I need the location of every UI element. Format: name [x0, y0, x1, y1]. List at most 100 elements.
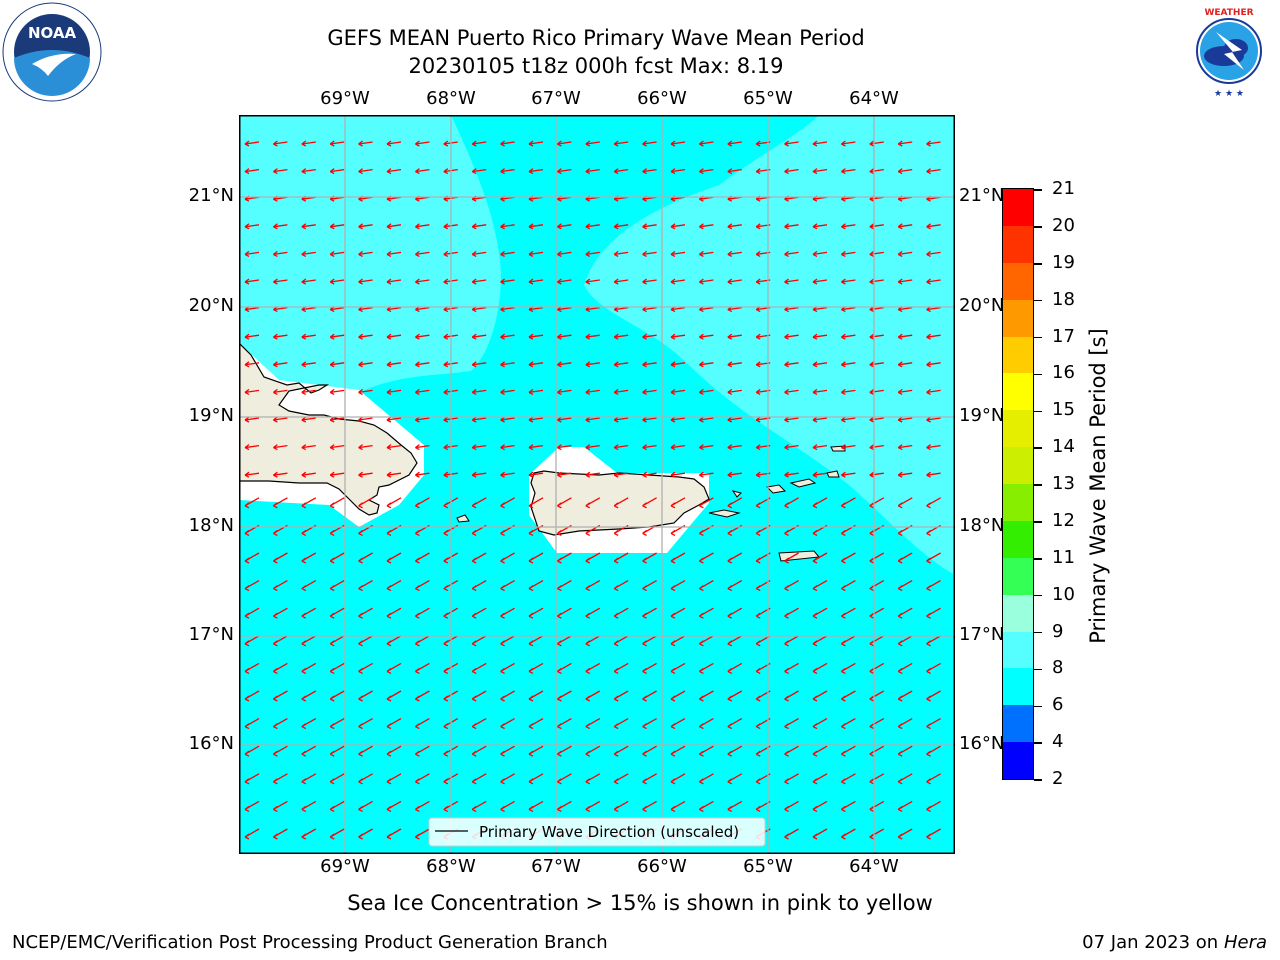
wave-arrow [784, 333, 799, 340]
colorbar-tick-label: 15 [1052, 399, 1075, 421]
wave-arrow [273, 800, 288, 812]
wave-arrow [386, 745, 402, 757]
wave-arrow [528, 140, 544, 147]
wave-arrow [784, 718, 799, 730]
wave-arrow [386, 471, 402, 478]
wave-arrow [471, 690, 487, 702]
wave-arrow [329, 278, 345, 285]
culebra-island [731, 490, 742, 498]
graticule [239, 115, 955, 854]
wave-arrow [897, 773, 913, 785]
wave-arrow [869, 250, 884, 257]
wave-arrow [699, 140, 714, 147]
wave-arrow [386, 278, 402, 285]
wave-arrow [528, 361, 544, 368]
wave-arrow [585, 800, 601, 812]
wave-arrow [528, 278, 544, 285]
wave-arrow [471, 635, 487, 647]
wave-arrow [613, 223, 629, 230]
wave-arrow [500, 223, 515, 230]
wave-arrow [642, 662, 657, 674]
wave-arrow [670, 745, 686, 757]
wave-arrow [642, 223, 657, 230]
wave-arrow [841, 278, 856, 285]
wave-arrow [415, 333, 430, 340]
wave-arrow [301, 388, 316, 395]
wave-arrow [812, 718, 828, 730]
colorbar-tick-mark [1034, 631, 1042, 634]
wave-arrow [727, 278, 742, 285]
wave-arrow [358, 607, 373, 619]
wave-arrow [926, 607, 941, 619]
wave-arrow [301, 580, 317, 592]
wave-arrow [415, 361, 430, 368]
wave-arrow [329, 552, 345, 564]
wave-arrow [329, 223, 345, 230]
wave-arrow [386, 635, 402, 647]
wave-arrow [613, 250, 629, 257]
lat-label-left: 18°N [188, 515, 234, 536]
colorbar-tick-label: 14 [1052, 436, 1075, 458]
wave-arrow [585, 745, 601, 757]
wave-arrow [500, 250, 515, 257]
wave-arrow [897, 552, 913, 564]
wave-arrow [897, 250, 913, 257]
wave-arrow [244, 745, 260, 757]
map-frame [239, 115, 955, 854]
colorbar-tick-mark [1034, 742, 1042, 744]
wave-arrow [784, 635, 799, 647]
wave-arrow [897, 690, 913, 702]
wave-arrow [841, 333, 856, 340]
wave-arrow [841, 497, 856, 509]
wave-arrow [642, 333, 657, 340]
wave-arrow [273, 250, 288, 257]
wave-arrow [869, 497, 885, 509]
wave-arrow [926, 662, 941, 674]
wave-arrow [727, 168, 742, 175]
wave-arrow [670, 250, 686, 257]
wave-arrow [358, 223, 373, 230]
wave-arrow [415, 497, 430, 509]
wave-arrow [670, 552, 686, 564]
wave-arrow [613, 580, 629, 592]
colorbar-tick-label: 16 [1052, 362, 1075, 384]
wave-arrow [727, 552, 743, 564]
legend-label: Primary Wave Direction (unscaled) [479, 823, 739, 841]
wave-arrow [841, 662, 856, 674]
wave-arrow [557, 444, 572, 451]
wave-arrow [244, 250, 260, 257]
colorbar-segment [1003, 410, 1033, 448]
wave-arrow [613, 690, 629, 702]
wave-arrow [926, 444, 941, 451]
wave-arrow [812, 223, 828, 230]
wave-arrow [329, 635, 345, 647]
wave-arrow [897, 662, 913, 674]
wave-arrow [841, 361, 856, 368]
wave-arrow [869, 800, 885, 812]
wave-arrow [386, 718, 402, 730]
wave-arrow [727, 223, 742, 230]
wave-arrow [727, 140, 742, 147]
wave-arrow [386, 333, 402, 340]
colorbar-segment [1003, 225, 1033, 263]
lat-label-right: 21°N [959, 185, 1005, 206]
lon-label-bottom: 67°W [531, 856, 581, 877]
colorbar-tick-label: 8 [1052, 657, 1064, 679]
wave-arrow [670, 773, 686, 785]
wave-arrow [528, 223, 544, 230]
wave-arrow [358, 662, 373, 674]
wave-arrow [926, 635, 941, 647]
wave-arrow [557, 333, 572, 340]
colorbar-segment [1003, 299, 1033, 337]
wave-arrow [557, 250, 572, 257]
colorbar-label: Primary Wave Mean Period [s] [1086, 328, 1110, 644]
wave-arrow [244, 607, 260, 619]
sea-dark-channel [453, 115, 819, 320]
wave-arrow [897, 471, 913, 478]
wave-arrow [869, 580, 885, 592]
wave-arrow [585, 140, 600, 147]
wave-arrow [926, 580, 941, 592]
wave-arrow [699, 690, 714, 702]
wave-arrow [784, 828, 799, 840]
wave-arrow [528, 635, 544, 647]
